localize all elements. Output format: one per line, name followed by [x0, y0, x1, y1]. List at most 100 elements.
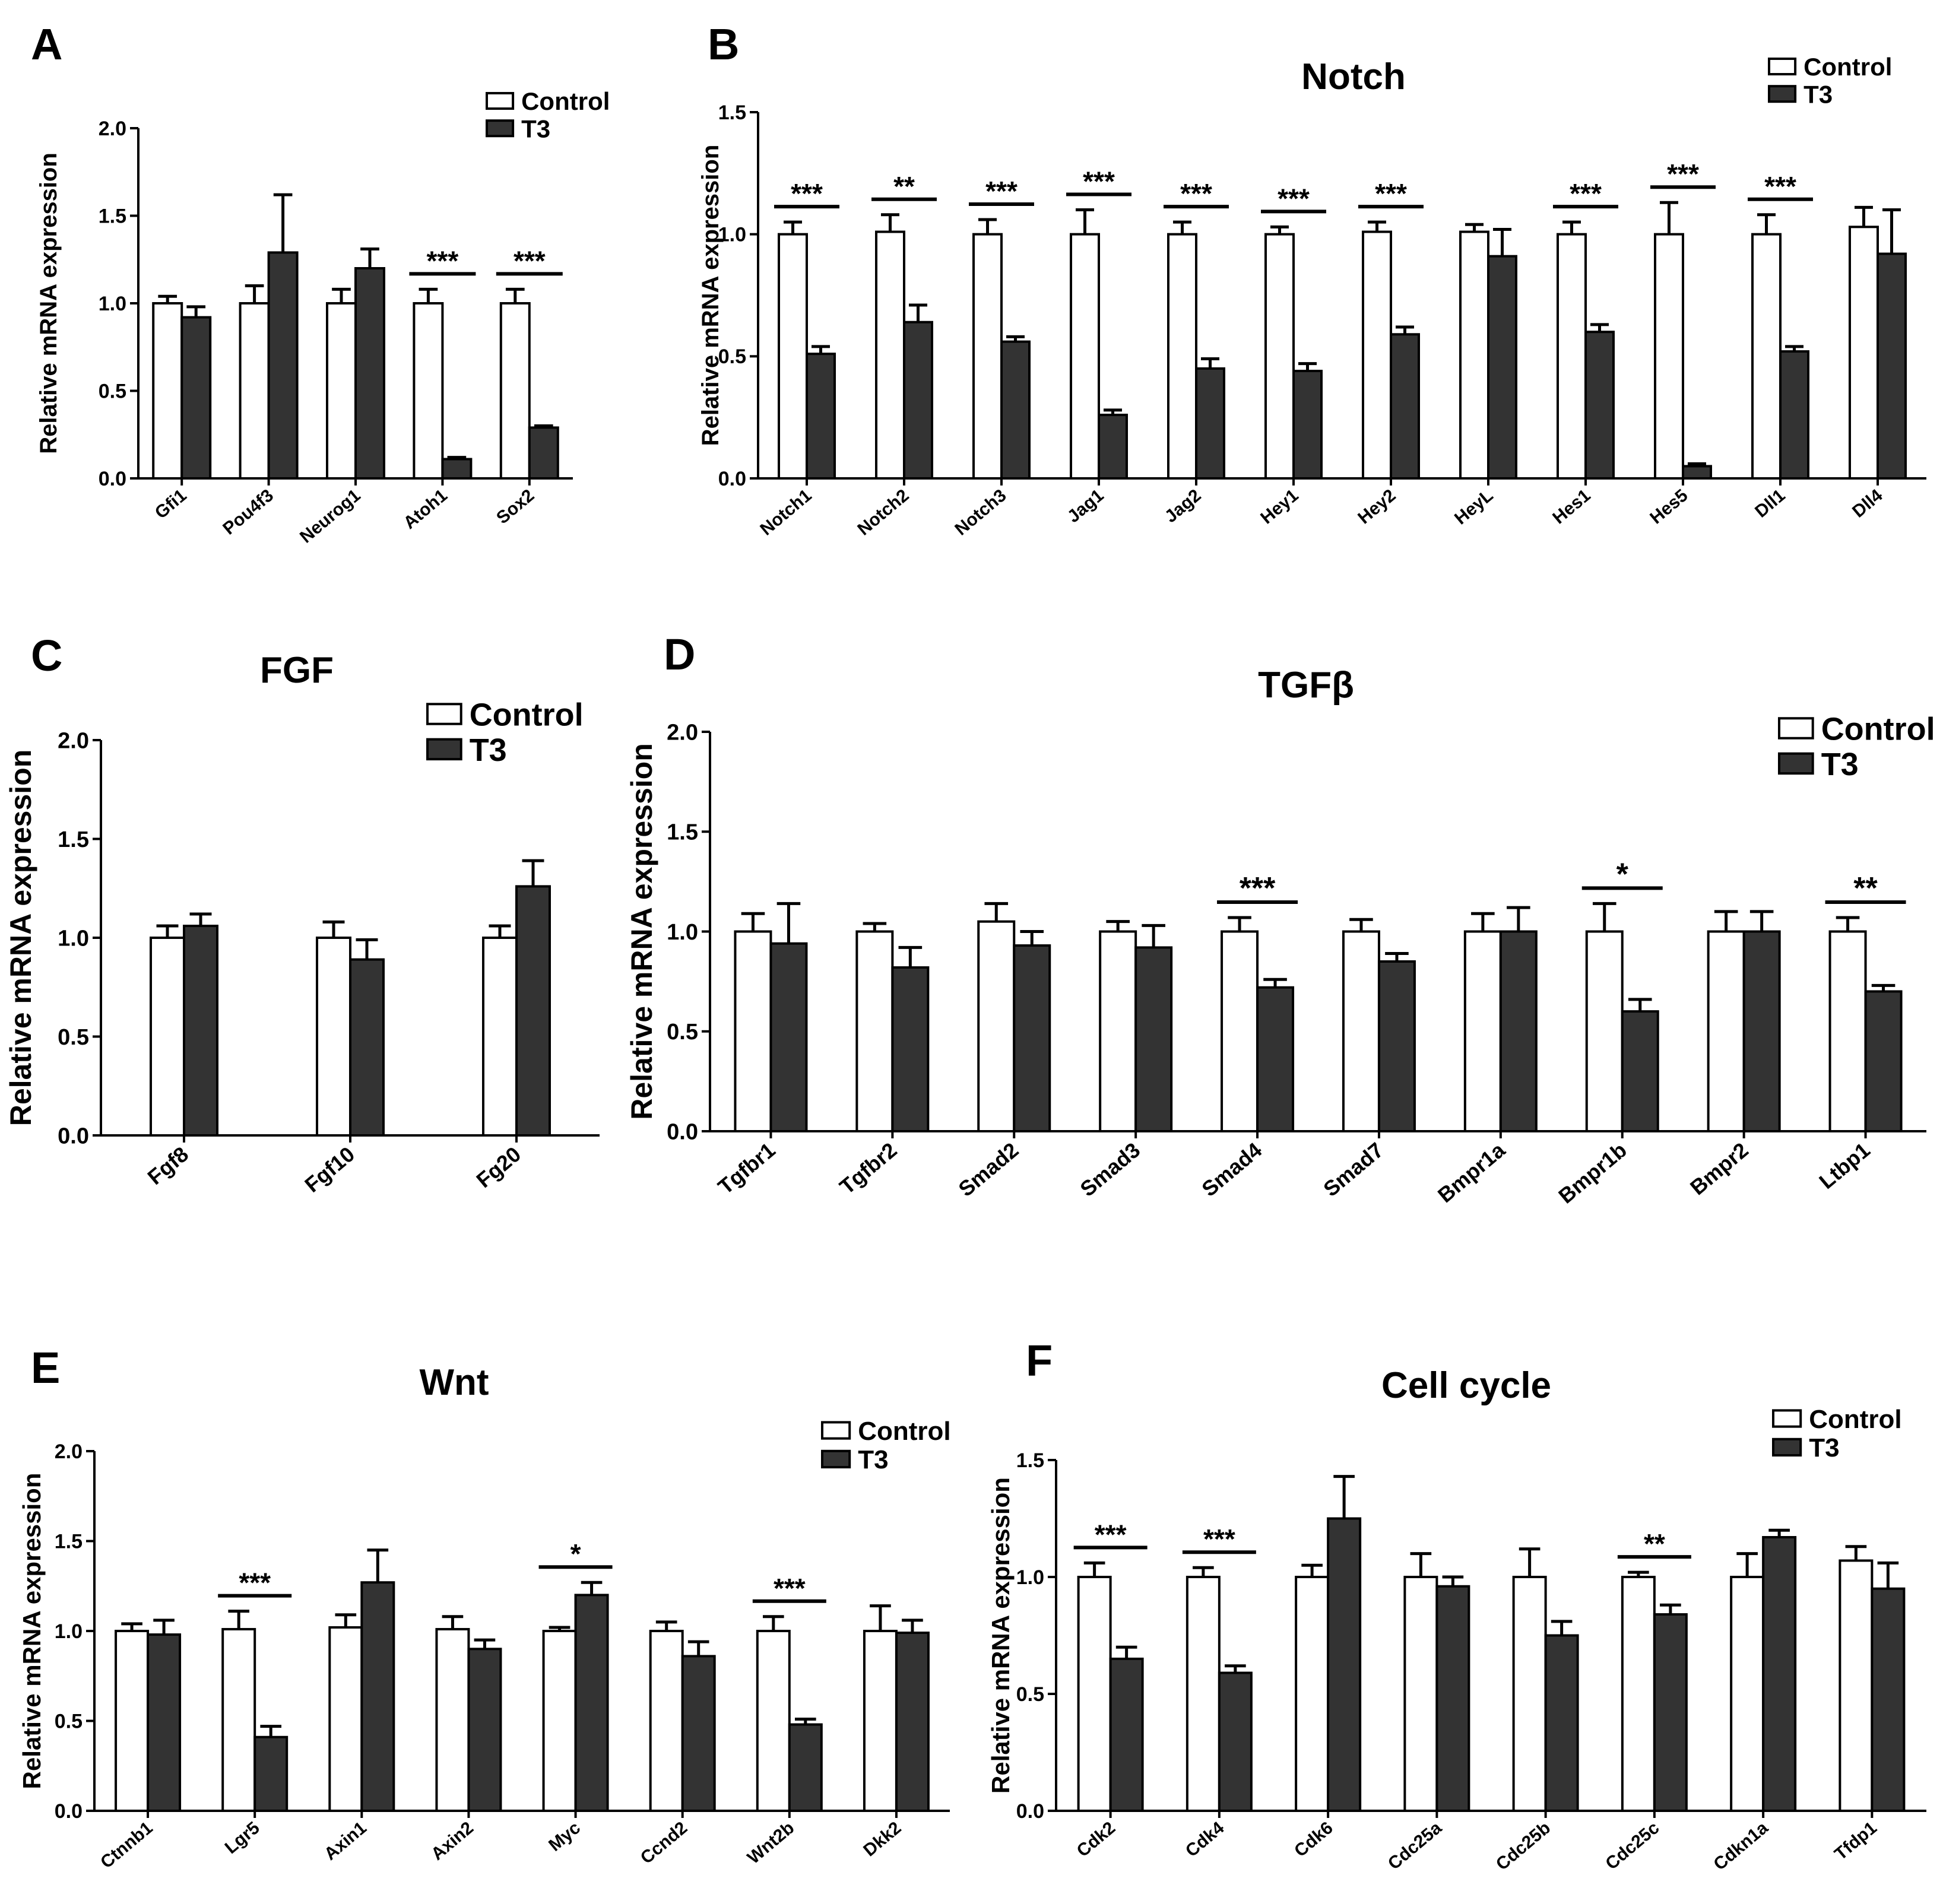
y-tick-label: 1.0 — [99, 293, 126, 315]
bar-control — [1707, 930, 1745, 1132]
legend-swatch-control — [426, 703, 462, 725]
bar-t3 — [1195, 367, 1225, 480]
y-axis-label: Relative mRNA expression — [4, 750, 37, 1126]
y-tick-label: 1.5 — [718, 101, 746, 124]
legend-label-t3: T3 — [1803, 80, 1833, 108]
significance-label: ** — [1853, 871, 1878, 906]
category-label: Wnt2b — [744, 1818, 798, 1868]
bar-t3 — [806, 353, 836, 480]
bar-control — [1828, 930, 1867, 1132]
y-tick-label: 0.5 — [55, 1710, 83, 1732]
chart-panel-c: C FGF 0.0 0.5 1.0 1.5 2.0 Relative mRNA express… — [4, 631, 600, 1197]
bar-control — [1730, 1576, 1765, 1812]
bar-t3 — [1109, 1657, 1144, 1812]
category-label: Cdc25a — [1384, 1818, 1446, 1874]
bar-t3 — [1779, 350, 1809, 480]
bar-t3 — [467, 1648, 502, 1813]
bar-control — [756, 1630, 791, 1812]
bar-control — [1849, 226, 1879, 480]
bar-control — [482, 937, 518, 1137]
chart-title: TGFβ — [1258, 665, 1354, 706]
y-tick-label: 0.0 — [718, 468, 746, 490]
legend-swatch-t3 — [1772, 1437, 1802, 1457]
legend-label-t3: T3 — [1809, 1433, 1839, 1462]
bar-control — [649, 1630, 684, 1812]
legend-label-t3: T3 — [858, 1445, 888, 1474]
category-label: Ccnd2 — [637, 1818, 691, 1868]
y-tick-label: 0.0 — [55, 1800, 83, 1823]
significance-label: *** — [791, 178, 823, 209]
significance-label: *** — [1667, 158, 1699, 189]
bar-control — [115, 1630, 150, 1812]
category-label: Smad4 — [1197, 1138, 1266, 1201]
y-tick-label: 1.0 — [667, 920, 698, 945]
significance-label: *** — [985, 176, 1018, 207]
category-label: Jag2 — [1161, 485, 1205, 526]
bar-control — [977, 920, 1016, 1133]
y-tick-label: 0.5 — [1016, 1683, 1044, 1706]
y-axis-label: Relative mRNA expression — [18, 1473, 46, 1789]
y-tick-label: 0.0 — [58, 1124, 89, 1148]
bar-t3 — [1544, 1634, 1579, 1812]
category-label: Tfdp1 — [1831, 1818, 1881, 1864]
category-label: Neurog1 — [296, 485, 364, 547]
bar-control — [221, 1627, 256, 1812]
legend-swatch-t3 — [1778, 752, 1814, 775]
bar-t3 — [183, 925, 218, 1137]
significance-label: *** — [427, 245, 459, 276]
bar-control — [1070, 233, 1100, 480]
legend-swatch-control — [486, 91, 515, 110]
bar-t3 — [1621, 1010, 1659, 1132]
category-label: HeyL — [1451, 485, 1497, 528]
category-label: Lgr5 — [221, 1818, 264, 1858]
y-tick-label: 1.0 — [58, 926, 89, 951]
significance-label: *** — [1083, 166, 1115, 197]
category-label: Fgf8 — [143, 1142, 194, 1189]
significance-label: * — [1616, 857, 1629, 891]
category-label: Axin2 — [427, 1818, 477, 1864]
legend-swatch-t3 — [426, 738, 462, 761]
bar-control — [1186, 1576, 1221, 1812]
y-tick-label: 0.5 — [718, 345, 746, 368]
y-tick-label: 1.5 — [667, 820, 698, 845]
category-label: Hes1 — [1549, 485, 1594, 528]
legend-label-t3: T3 — [521, 115, 550, 142]
legend-label-t3: T3 — [470, 732, 507, 768]
category-label: Smad7 — [1318, 1138, 1388, 1201]
bar-control — [1839, 1559, 1874, 1812]
legend-swatch-t3 — [486, 119, 515, 138]
bar-t3 — [1292, 370, 1323, 480]
y-tick-label: 0.5 — [58, 1025, 89, 1050]
y-tick-label: 2.0 — [99, 118, 126, 140]
bar-t3 — [441, 458, 473, 480]
category-label: Hes5 — [1646, 485, 1691, 528]
significance-label: *** — [1180, 178, 1212, 209]
chart-panel-e: E Wnt 0.0 0.5 1.0 1.5 2.0 Relative mRNA express… — [18, 1343, 951, 1873]
bar-t3 — [180, 316, 212, 480]
bar-t3 — [253, 1735, 289, 1813]
bar-t3 — [769, 942, 808, 1132]
y-tick-label: 2.0 — [667, 720, 698, 745]
bar-t3 — [267, 251, 299, 480]
bar-control — [1463, 930, 1502, 1132]
category-label: Bmpr1a — [1433, 1137, 1510, 1207]
bar-control — [1099, 930, 1137, 1132]
legend-swatch-control — [821, 1421, 851, 1440]
bar-control — [1557, 233, 1587, 480]
bar-control — [1654, 233, 1684, 480]
bar-t3 — [147, 1633, 182, 1813]
y-tick-label: 1.0 — [55, 1620, 83, 1643]
bar-t3 — [354, 267, 385, 480]
y-axis-label: Relative mRNA expression — [698, 145, 724, 446]
panel-letter: C — [31, 631, 62, 680]
bar-t3 — [1871, 1587, 1906, 1812]
bar-t3 — [1682, 465, 1712, 480]
significance-label: ** — [1644, 1528, 1665, 1559]
bar-t3 — [528, 426, 559, 480]
y-tick-label: 0.0 — [667, 1119, 698, 1144]
bar-t3 — [1487, 255, 1517, 480]
significance-label: *** — [239, 1567, 271, 1598]
category-label: Hey1 — [1257, 485, 1302, 528]
chart-title: Wnt — [419, 1362, 489, 1403]
